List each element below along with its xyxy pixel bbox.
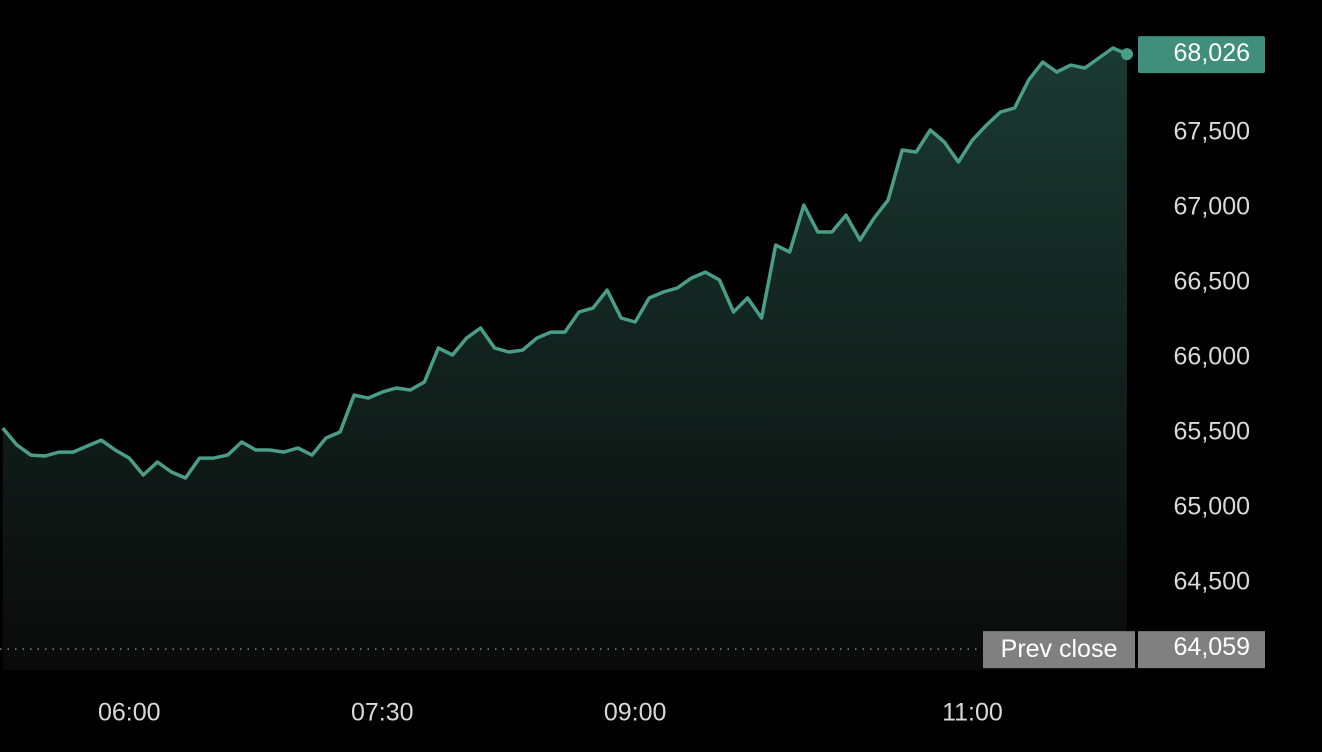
x-tick-label: 06:00 xyxy=(98,699,161,727)
y-tick-label: 67,500 xyxy=(1174,118,1250,146)
y-tick-label: 67,000 xyxy=(1174,193,1250,221)
current-badge xyxy=(1138,36,1265,74)
price-line xyxy=(1,46,1128,480)
prev-close-name-badge xyxy=(983,631,1135,669)
prev-close-name: Prev close xyxy=(1001,635,1118,663)
prev-close-label: 64,059 xyxy=(1174,633,1250,661)
current-label: 68,026 xyxy=(1174,39,1250,67)
area xyxy=(2,48,1127,670)
y-tick-label: 65,000 xyxy=(1174,493,1250,521)
y-tick-label: 66,000 xyxy=(1174,343,1250,371)
x-tick-label: 11:00 xyxy=(942,699,1003,727)
current-dot xyxy=(1121,48,1133,61)
y-tick-label: 64,500 xyxy=(1174,568,1250,596)
x-tick-label: 07:30 xyxy=(351,699,414,727)
y-tick-label: 66,500 xyxy=(1174,268,1250,296)
prev-close-badge xyxy=(1138,631,1265,669)
x-tick-label: 09:00 xyxy=(604,699,667,727)
y-tick-label: 65,500 xyxy=(1174,418,1250,446)
